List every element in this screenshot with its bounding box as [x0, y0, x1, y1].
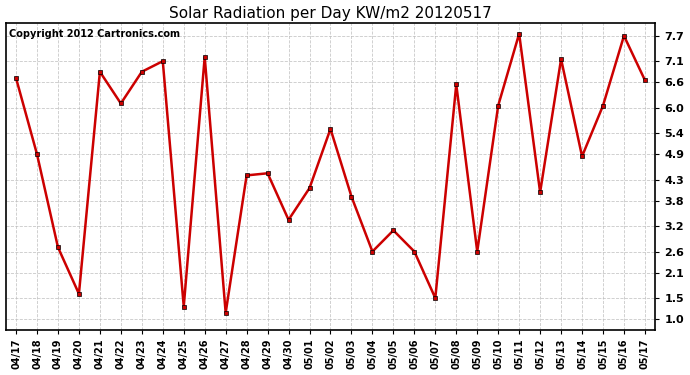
Title: Solar Radiation per Day KW/m2 20120517: Solar Radiation per Day KW/m2 20120517 — [169, 6, 492, 21]
Text: Copyright 2012 Cartronics.com: Copyright 2012 Cartronics.com — [9, 29, 180, 39]
